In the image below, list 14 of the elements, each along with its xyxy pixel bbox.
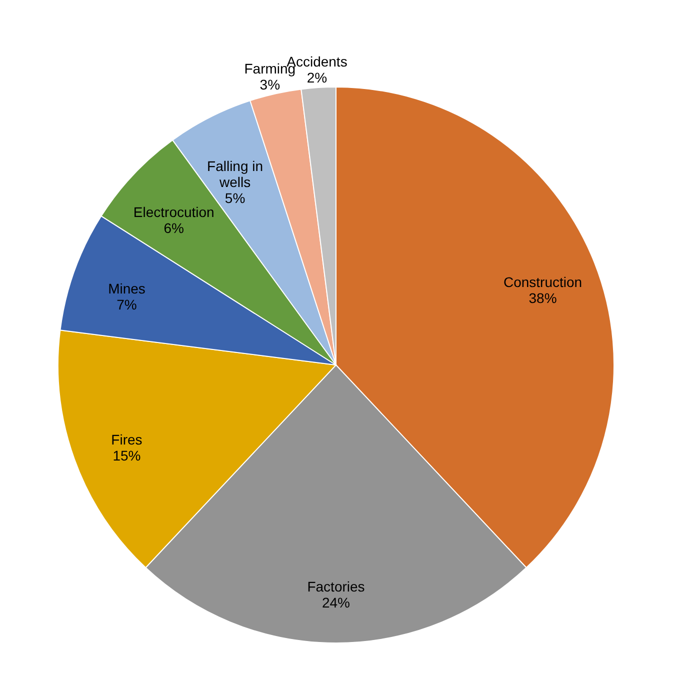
slice-label: Construction [503, 274, 582, 290]
data-label: 2% [306, 70, 328, 86]
data-label: 24% [322, 594, 350, 610]
slice-label: Factories [307, 578, 365, 594]
slice-label: Mines [108, 280, 146, 297]
slice-label: Fires [111, 431, 142, 448]
data-label: 3% [260, 76, 280, 92]
data-label: 6% [164, 220, 184, 236]
data-label: 5% [224, 190, 246, 206]
data-label: 15% [112, 447, 141, 464]
slice-label: Electrocution [133, 204, 214, 220]
data-label: 38% [528, 290, 557, 306]
data-label: 7% [116, 296, 137, 313]
slice-label: Falling in wells [207, 158, 264, 190]
